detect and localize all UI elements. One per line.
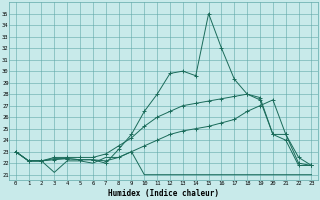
X-axis label: Humidex (Indice chaleur): Humidex (Indice chaleur) (108, 189, 219, 198)
